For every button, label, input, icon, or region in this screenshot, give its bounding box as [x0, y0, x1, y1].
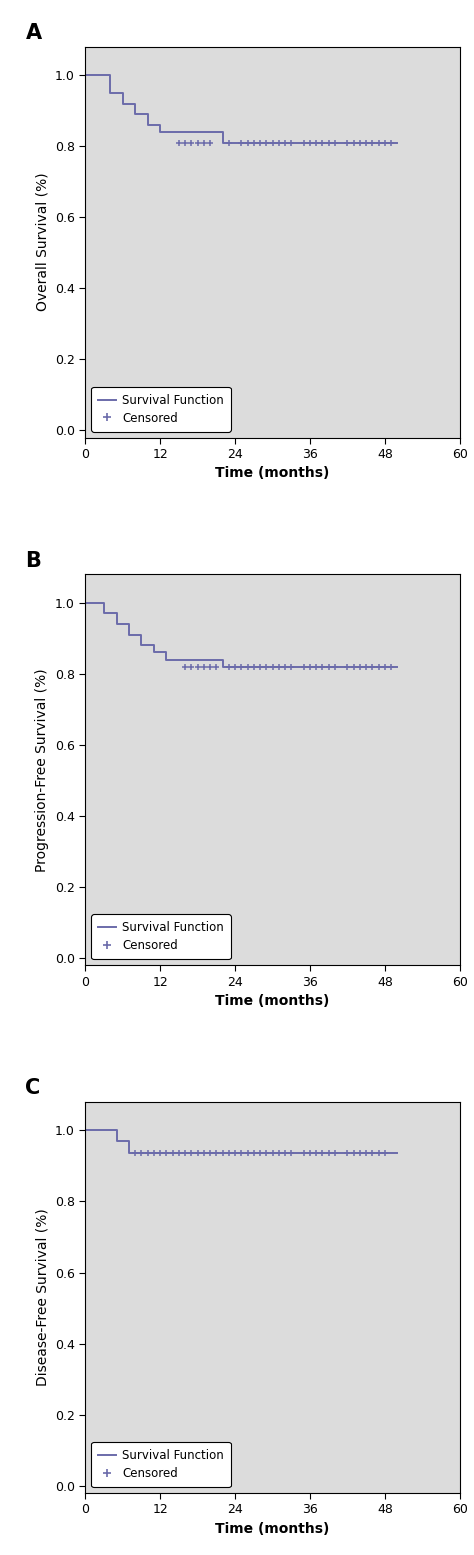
X-axis label: Time (months): Time (months) [215, 466, 330, 480]
Y-axis label: Overall Survival (%): Overall Survival (%) [36, 173, 49, 311]
Legend: Survival Function, Censored: Survival Function, Censored [91, 914, 231, 959]
Text: B: B [26, 550, 41, 571]
X-axis label: Time (months): Time (months) [215, 1522, 330, 1536]
Text: A: A [26, 23, 42, 44]
Legend: Survival Function, Censored: Survival Function, Censored [91, 1441, 231, 1487]
Y-axis label: Progression-Free Survival (%): Progression-Free Survival (%) [36, 669, 49, 871]
X-axis label: Time (months): Time (months) [215, 994, 330, 1008]
Y-axis label: Disease-Free Survival (%): Disease-Free Survival (%) [36, 1208, 49, 1386]
Text: C: C [26, 1079, 41, 1098]
Legend: Survival Function, Censored: Survival Function, Censored [91, 387, 231, 432]
